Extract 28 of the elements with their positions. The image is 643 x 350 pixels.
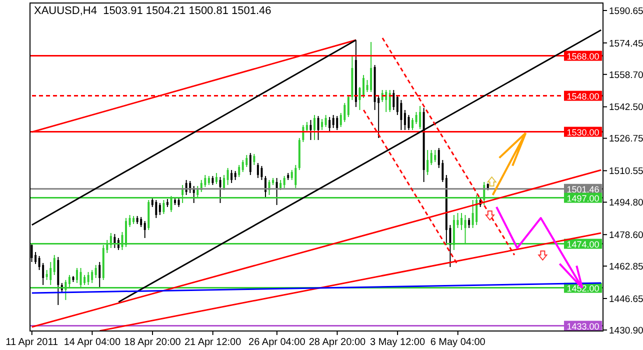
- x-tick-label: 3 May 12:00: [370, 337, 426, 348]
- x-tick-label: 26 Apr 04:00: [248, 337, 306, 348]
- x-tick-label: 21 Apr 12:00: [184, 337, 242, 348]
- ref-line-label: 1497.00: [566, 193, 600, 204]
- x-tick-label: 14 Apr 04:00: [64, 337, 121, 348]
- ref-line-label: 1501.46: [566, 184, 600, 194]
- ref-line-label: 1433.00: [566, 321, 600, 332]
- x-tick-label: 6 May 04:00: [430, 337, 486, 348]
- y-tick-label: 1590.65: [609, 6, 643, 17]
- y-tick-label: 1510.55: [609, 166, 643, 178]
- y-tick-label: 1478.60: [609, 230, 643, 241]
- y-tick-label: 1446.65: [609, 294, 643, 305]
- y-tick-label: 1574.45: [609, 38, 643, 50]
- y-tick-label: 1430.90: [609, 325, 643, 336]
- y-tick-label: 1462.85: [609, 261, 643, 272]
- ref-line-label: 1452.00: [566, 283, 600, 294]
- y-tick-label: 1542.50: [609, 102, 643, 114]
- x-tick-label: 11 Apr 2011: [6, 337, 59, 348]
- x-tick-label: 28 Apr 20:00: [308, 337, 366, 348]
- ref-line-label: 1548.00: [566, 91, 600, 102]
- x-tick-label: 18 Apr 20:00: [124, 337, 182, 348]
- y-tick-label: 1526.75: [609, 134, 643, 145]
- ref-line-label: 1474.00: [566, 239, 600, 250]
- chart-title: XAUUSD,H4 1503.91 1504.21 1500.81 1501.46: [34, 5, 272, 17]
- ref-line-label: 1568.00: [566, 51, 600, 62]
- ref-line-label: 1530.00: [566, 127, 600, 138]
- y-tick-label: 1558.70: [609, 70, 643, 81]
- y-tick-label: 1494.80: [609, 198, 643, 209]
